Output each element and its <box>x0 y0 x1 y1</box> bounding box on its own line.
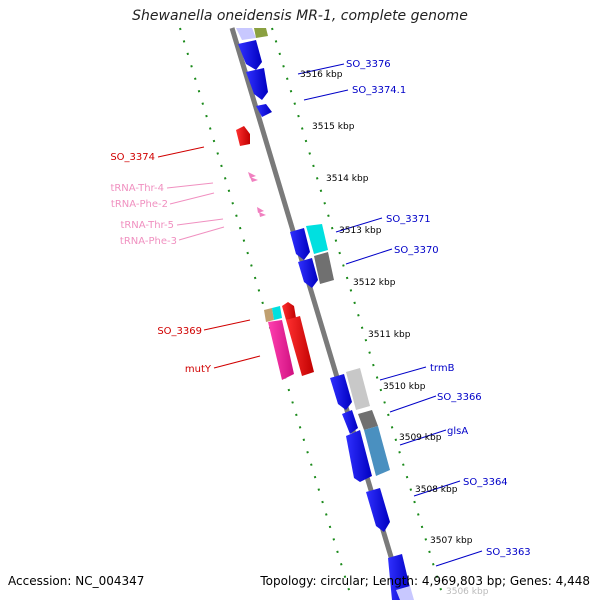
map-title: Shewanella oneidensis MR-1, complete gen… <box>132 8 468 24</box>
trna-label-phe-2[interactable]: tRNA-Phe-2 <box>111 199 168 210</box>
scale-label: 3516 kbp <box>300 70 343 80</box>
gene-forward-top[interactable] <box>236 28 272 117</box>
gene-cluster-trmB[interactable] <box>330 368 390 482</box>
scale-label: 3510 kbp <box>383 382 426 392</box>
accession-label: Accession: NC_004347 <box>8 574 145 588</box>
gene-label-so-3363[interactable]: SO_3363 <box>486 547 531 558</box>
scale-label: 3512 kbp <box>353 278 396 288</box>
gene-label-so-3369[interactable]: SO_3369 <box>157 326 202 337</box>
trna-markers[interactable] <box>248 172 266 217</box>
gene-label-so-3376[interactable]: SO_3376 <box>346 59 391 70</box>
scale-label: 3509 kbp <box>399 433 442 443</box>
trna-label-phe-3[interactable]: tRNA-Phe-3 <box>120 236 177 247</box>
gene-so-3374[interactable] <box>236 126 250 146</box>
gene-lower-light <box>396 586 414 600</box>
scale-label: 3515 kbp <box>312 122 355 132</box>
scale-label: 3508 kbp <box>415 485 458 495</box>
scale-label: 3513 kbp <box>339 226 382 236</box>
gene-so-3364[interactable] <box>366 488 390 532</box>
gene-label-so-3370[interactable]: SO_3370 <box>394 245 439 256</box>
label-leader-lines <box>157 63 483 567</box>
trna-label-thr-5[interactable]: tRNA-Thr-5 <box>120 220 174 231</box>
gene-label-trmB[interactable]: trmB <box>430 363 455 374</box>
gene-label-so-3374[interactable]: SO_3374 <box>110 152 155 163</box>
gene-label-glsA[interactable]: glsA <box>447 426 468 437</box>
trna-label-thr-4[interactable]: tRNA-Thr-4 <box>110 183 164 194</box>
scale-label: 3507 kbp <box>430 536 473 546</box>
scale-label: 3514 kbp <box>326 174 369 184</box>
gene-cluster-mutY[interactable] <box>264 302 314 380</box>
gene-label-so-3364[interactable]: SO_3364 <box>463 477 508 488</box>
gene-cluster-so-3371[interactable] <box>290 224 334 288</box>
scale-label: 3506 kbp <box>446 587 489 597</box>
scale-label: 3511 kbp <box>368 330 411 340</box>
right-tick-rail <box>271 27 445 600</box>
gene-label-mutY[interactable]: mutY <box>185 364 212 375</box>
gene-label-so-3371[interactable]: SO_3371 <box>386 214 431 225</box>
gene-label-so-3366[interactable]: SO_3366 <box>437 392 482 403</box>
gene-label-so-3374-1[interactable]: SO_3374.1 <box>352 85 406 96</box>
genome-summary: Topology: circular; Length: 4,969,803 bp… <box>260 574 590 588</box>
